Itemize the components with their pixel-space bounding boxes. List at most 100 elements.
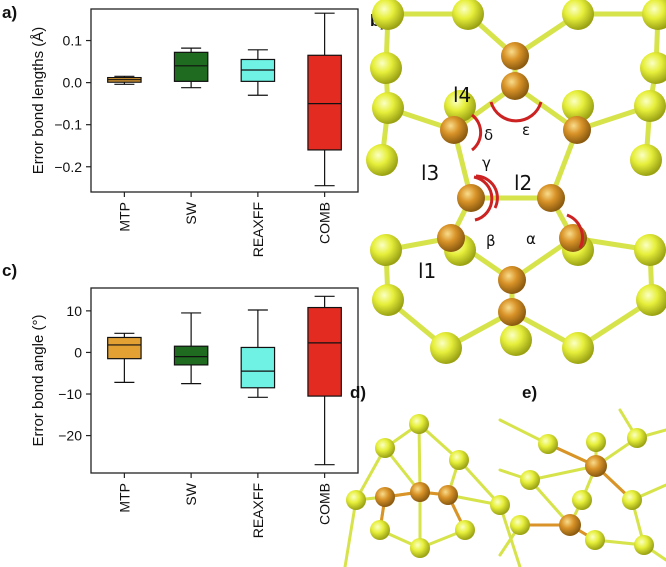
atom-orange	[537, 184, 565, 212]
bond	[528, 464, 598, 482]
angle-arc	[566, 213, 584, 249]
angle-arc	[471, 113, 483, 152]
angle-label: ε	[522, 121, 530, 139]
y-tick-label: −10	[58, 386, 82, 402]
atom-yellow	[409, 414, 429, 434]
atom-orange	[563, 116, 591, 144]
atom-yellow	[410, 538, 430, 558]
panel-label-e: e)	[522, 383, 537, 402]
box-reaxff	[240, 346, 276, 389]
y-tick-label: 0.0	[63, 75, 83, 91]
x-tick-label: COMB	[317, 202, 333, 244]
y-tick-label: −20	[58, 428, 82, 444]
angle-label: β	[486, 232, 496, 250]
x-tick-label: MTP	[116, 483, 132, 513]
bond-label-l2: l2	[514, 171, 532, 195]
atom-orange	[437, 224, 465, 252]
atom-yellow	[449, 450, 469, 470]
atom-yellow	[622, 490, 642, 510]
atom-yellow	[538, 434, 558, 454]
box-comb	[307, 54, 342, 151]
atom-orange	[375, 487, 395, 507]
x-tick-label: SW	[183, 201, 199, 224]
atom-orange	[501, 42, 529, 70]
bond-label-l1: l1	[418, 259, 436, 283]
atom-yellow	[455, 520, 475, 540]
angle-label: α	[526, 230, 536, 248]
atom-yellow	[562, 90, 594, 122]
y-tick-label: 0.1	[63, 33, 83, 49]
x-tick-label: COMB	[317, 483, 333, 525]
bond	[498, 503, 522, 567]
atom-yellow	[500, 324, 532, 356]
atom-yellow	[586, 432, 606, 452]
atom-yellow	[346, 490, 366, 510]
atom-orange	[501, 72, 529, 100]
chart-bond-angles: −20 −10 0 10 MTP SW REAXFF COMB Error bond angle…	[30, 287, 359, 538]
bond-label-l4: l4	[453, 83, 471, 107]
atom-yellow	[372, 0, 404, 30]
y-tick-label: −0.1	[54, 117, 82, 133]
panel-label-a: a)	[2, 3, 17, 22]
bond	[343, 498, 358, 567]
atom-yellow	[370, 520, 390, 540]
x-tick-label: REAXFF	[250, 483, 266, 538]
atom-yellow	[370, 52, 402, 84]
atom-yellow	[510, 515, 530, 535]
atom-yellow	[634, 535, 654, 555]
atom-yellow	[375, 438, 395, 458]
molecule-structure-e	[498, 408, 666, 562]
angle-arc	[489, 101, 543, 123]
bond-label-l3: l3	[421, 161, 439, 185]
atom-orange	[585, 455, 607, 477]
y-tick-label: 10	[66, 303, 82, 319]
atom-yellow	[634, 90, 666, 122]
x-tick-label: REAXFF	[250, 202, 266, 257]
atom-orange	[559, 514, 581, 536]
x-tick-label: SW	[183, 482, 199, 505]
atom-yellow	[585, 530, 605, 550]
angle-arc	[473, 175, 494, 222]
angle-label: γ	[482, 154, 491, 172]
atom-yellow	[634, 234, 666, 266]
chart-bond-lengths: −0.2 −0.1 0.0 0.1 MTP SW REAXFF COMB Error bond …	[30, 8, 359, 257]
atom-yellow	[452, 0, 484, 30]
atom-yellow	[640, 52, 666, 84]
atom-orange	[440, 116, 468, 144]
atom-yellow	[572, 490, 592, 510]
box-sw	[173, 51, 209, 82]
atom-yellow	[430, 332, 462, 364]
box-comb	[307, 306, 342, 397]
y-axis-label: Error bond lengths (Å)	[30, 27, 47, 175]
x-tick-label: MTP	[116, 202, 132, 232]
bond	[417, 422, 422, 494]
atom-orange	[410, 482, 430, 502]
angle-arc	[475, 174, 499, 209]
plot-frame	[90, 287, 359, 474]
atom-yellow	[490, 495, 510, 515]
y-tick-label: −0.2	[54, 159, 82, 175]
atom-yellow	[444, 90, 476, 122]
angle-label: δ	[484, 126, 493, 144]
atom-orange	[438, 485, 458, 505]
atom-orange	[457, 184, 485, 212]
y-axis-label: Error bond angle (°)	[30, 315, 47, 447]
molecule-structure-b: l4 l3 l2 l1 δ ε γ β α	[366, 0, 666, 364]
atom-yellow	[642, 0, 666, 30]
atom-yellow	[366, 144, 398, 176]
atom-yellow	[372, 284, 404, 316]
atom-yellow	[627, 428, 647, 448]
box-mtp	[107, 336, 142, 360]
box-sw	[173, 345, 209, 366]
plot-frame	[90, 8, 359, 193]
molecule-structure-d	[343, 414, 522, 567]
atom-yellow	[630, 144, 662, 176]
atom-yellow	[372, 92, 404, 124]
bond	[457, 458, 502, 507]
atom-yellow	[370, 234, 402, 266]
y-tick-label: 0	[74, 344, 82, 360]
atom-orange	[498, 298, 526, 326]
panel-label-c: c)	[2, 261, 17, 280]
panel-label-d: d)	[350, 383, 366, 402]
